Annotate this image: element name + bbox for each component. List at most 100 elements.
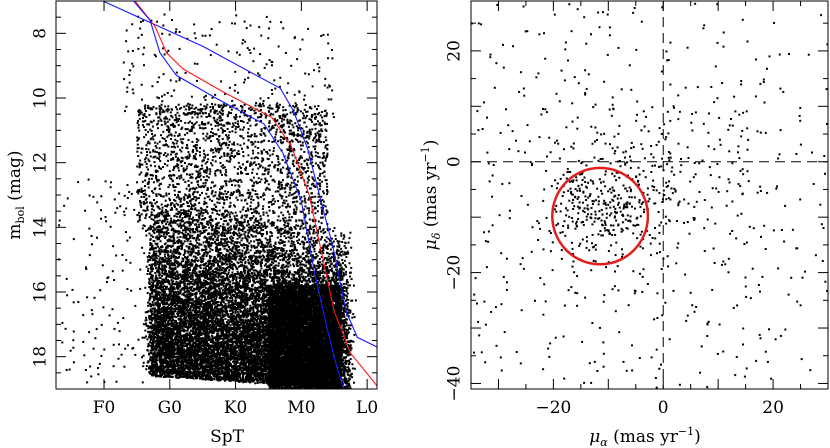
star-point — [208, 371, 211, 374]
star-point — [346, 384, 349, 387]
star-point — [308, 303, 311, 305]
star-point — [211, 377, 214, 380]
star-point — [149, 367, 152, 370]
star-point — [208, 307, 211, 310]
star-point — [330, 276, 333, 279]
star-point — [191, 234, 194, 237]
star-point — [265, 303, 268, 305]
star-point — [209, 347, 212, 350]
star-point — [349, 349, 352, 352]
star-point — [219, 233, 222, 236]
star-point — [264, 293, 267, 296]
star-point — [225, 306, 228, 309]
star-point — [271, 258, 273, 261]
star-point — [227, 299, 230, 302]
star-point — [322, 277, 325, 280]
star-point — [260, 381, 263, 384]
star-point — [198, 253, 201, 256]
star-point — [231, 282, 234, 285]
star-point — [259, 291, 262, 294]
star-point — [239, 277, 242, 280]
star-point — [299, 263, 302, 266]
star-point — [183, 288, 186, 291]
star-point — [198, 289, 201, 292]
star-point — [312, 229, 315, 231]
star-point — [177, 367, 180, 370]
star-point — [342, 273, 345, 276]
star-point — [235, 283, 238, 286]
star-point — [234, 284, 237, 286]
star-point — [277, 264, 280, 267]
star-point — [300, 283, 303, 286]
star-point — [232, 360, 234, 363]
star-point — [180, 306, 183, 309]
star-point — [159, 240, 162, 243]
star-point — [171, 283, 174, 285]
star-point — [261, 246, 264, 249]
star-point — [229, 237, 232, 240]
star-point — [172, 326, 175, 328]
star-point — [213, 314, 216, 317]
star-point — [210, 334, 213, 337]
star-point — [260, 265, 263, 267]
star-point — [208, 268, 211, 271]
star-point — [214, 241, 216, 243]
star-point — [269, 251, 272, 254]
star-point — [246, 267, 249, 270]
star-point — [272, 252, 275, 255]
star-point — [183, 310, 186, 313]
star-point — [151, 317, 154, 319]
star-point — [157, 283, 160, 286]
star-point — [224, 240, 227, 243]
star-point — [307, 274, 309, 277]
star-point — [313, 237, 316, 239]
star-point — [158, 258, 161, 261]
star-point — [327, 275, 330, 278]
star-point — [223, 282, 226, 285]
star-point — [349, 386, 352, 389]
star-point — [148, 303, 151, 305]
star-point — [219, 258, 222, 261]
star-point — [218, 255, 221, 258]
star-point — [198, 243, 201, 246]
star-point — [201, 293, 204, 295]
star-point — [205, 265, 208, 267]
star-point — [283, 271, 286, 274]
star-point — [236, 234, 239, 237]
star-point — [332, 245, 335, 248]
star-point — [313, 241, 315, 244]
star-point — [293, 259, 296, 262]
star-point — [219, 304, 222, 307]
star-point — [233, 273, 236, 275]
star-point — [241, 252, 244, 255]
star-point — [332, 230, 335, 233]
star-point — [249, 381, 251, 384]
star-point — [161, 274, 163, 277]
star-point — [198, 305, 201, 308]
star-point — [193, 280, 196, 283]
star-point — [153, 240, 156, 243]
star-point — [265, 361, 268, 364]
star-point — [242, 274, 245, 277]
star-point — [341, 268, 344, 271]
star-point — [228, 252, 231, 255]
star-point — [203, 270, 206, 273]
star-point — [345, 253, 348, 256]
star-point — [163, 267, 166, 270]
star-point — [258, 300, 260, 302]
star-point — [148, 314, 151, 317]
star-point — [252, 269, 255, 272]
star-point — [197, 246, 200, 249]
star-point — [271, 234, 273, 237]
star-point — [243, 363, 246, 366]
star-point — [309, 274, 312, 277]
star-point — [207, 260, 209, 263]
star-point — [177, 295, 180, 298]
star-point — [228, 357, 231, 360]
star-point — [179, 282, 182, 285]
star-point — [185, 274, 188, 277]
star-point — [266, 309, 269, 312]
star-point — [150, 265, 153, 268]
star-point — [152, 335, 155, 338]
star-point — [178, 364, 181, 367]
